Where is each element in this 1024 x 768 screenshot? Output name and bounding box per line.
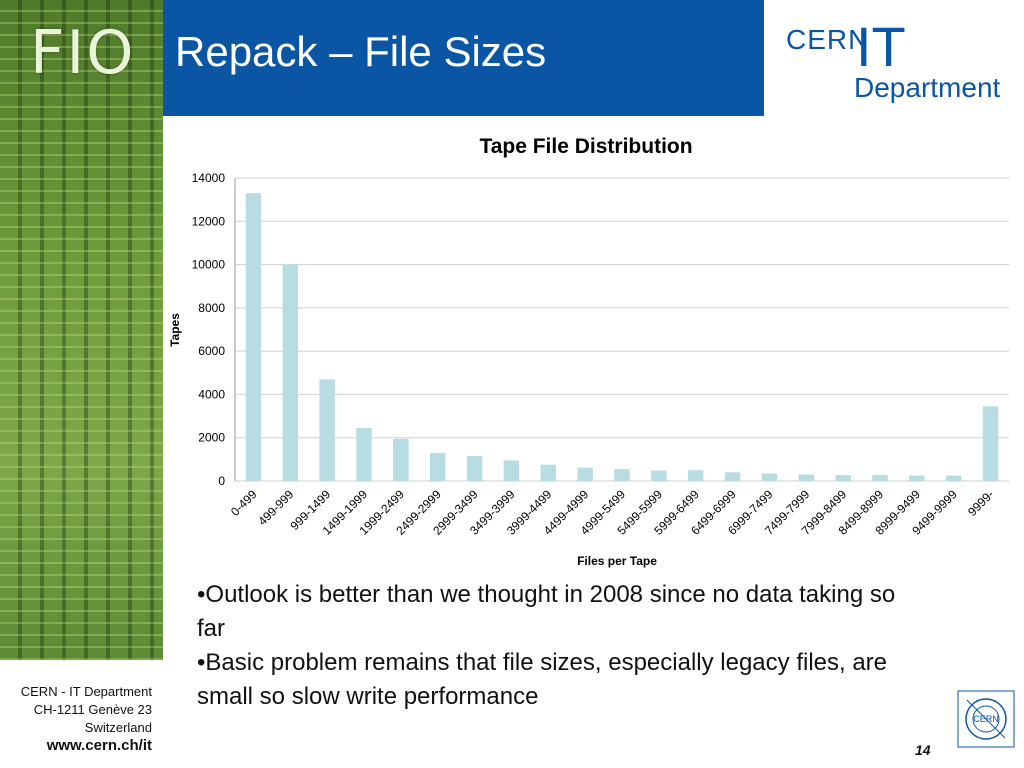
- footer-line: Switzerland: [84, 720, 152, 735]
- footer-url: www.cern.ch/it: [46, 737, 152, 754]
- footer-address: CERN - IT Department CH-1211 Genève 23 S…: [0, 683, 152, 755]
- bar-7499-7999: [798, 474, 815, 481]
- bar-6499-6999: [724, 472, 741, 481]
- cern-emblem-icon: CERN: [957, 690, 1015, 748]
- y-axis-ticks: 0 2000 4000 6000 8000 10000 12000 14000: [192, 171, 226, 488]
- page-number: 14: [915, 742, 931, 758]
- y-tick-label: 6000: [198, 344, 225, 358]
- bar-4499-4999: [577, 467, 593, 481]
- y-axis-label: Tapes: [168, 313, 182, 347]
- bar-9499-9999: [945, 475, 962, 481]
- chart-bars: [245, 193, 999, 481]
- bar-499-999: [282, 264, 299, 481]
- bar-999-1499: [319, 379, 335, 481]
- cern-it-logo: CERN IT Department: [764, 0, 1024, 116]
- y-tick-label: 2000: [198, 431, 225, 445]
- bar-0-499: [245, 193, 262, 481]
- bar-2999-3499: [466, 456, 483, 481]
- x-tick-label: 9999-: [965, 487, 997, 519]
- x-axis-label: Files per Tape: [577, 554, 657, 568]
- footer-line: CERN - IT Department: [20, 684, 152, 699]
- tape-file-distribution-chart: Tape File Distribution 0 2000 4000 6000 8000…: [168, 135, 1009, 568]
- bar-8999-9499: [909, 475, 925, 481]
- bar-3999-4499: [540, 464, 557, 481]
- bar-5999-6499: [687, 470, 704, 481]
- bar-4999-5499: [614, 469, 630, 481]
- side-decoration: FIO: [0, 0, 163, 660]
- y-tick-label: 0: [218, 474, 225, 488]
- chart-title: Tape File Distribution: [479, 135, 692, 158]
- page-title: Repack – File Sizes: [175, 28, 547, 75]
- y-tick-label: 12000: [192, 214, 226, 228]
- x-tick-label: 0-499: [228, 487, 260, 519]
- bar-2499-2999: [429, 452, 446, 481]
- fio-logo: FIO: [30, 18, 136, 88]
- bar-6999-7499: [761, 473, 778, 481]
- chart-grid: [234, 177, 1009, 482]
- emblem-text: CERN: [973, 714, 999, 724]
- bar-3499-3999: [503, 460, 520, 481]
- bullet-list: •Outlook is better than we thought in 20…: [197, 578, 917, 714]
- bullet-item: •Outlook is better than we thought in 20…: [197, 581, 896, 642]
- bar-9999-: [982, 406, 999, 481]
- x-axis-ticks: 0-499499-999999-14991499-19991999-249924…: [228, 487, 997, 538]
- bar-7999-8499: [835, 475, 851, 481]
- bar-1499-1999: [356, 427, 372, 481]
- y-tick-label: 14000: [192, 171, 226, 185]
- bullet-item: •Basic problem remains that file sizes, …: [197, 649, 888, 710]
- bar-1999-2499: [393, 438, 409, 481]
- footer-line: CH-1211 Genève 23: [33, 702, 152, 717]
- bar-5499-5999: [651, 470, 667, 481]
- logo-cern-text: CERN: [786, 24, 870, 55]
- y-tick-label: 10000: [192, 258, 226, 272]
- bar-8499-8999: [872, 475, 888, 481]
- y-tick-label: 4000: [198, 387, 225, 401]
- header-bar: Repack – File Sizes CERN IT Department: [163, 0, 1024, 116]
- logo-it-text: IT: [856, 15, 906, 78]
- y-tick-label: 8000: [198, 301, 225, 315]
- logo-department-text: Department: [854, 72, 1001, 103]
